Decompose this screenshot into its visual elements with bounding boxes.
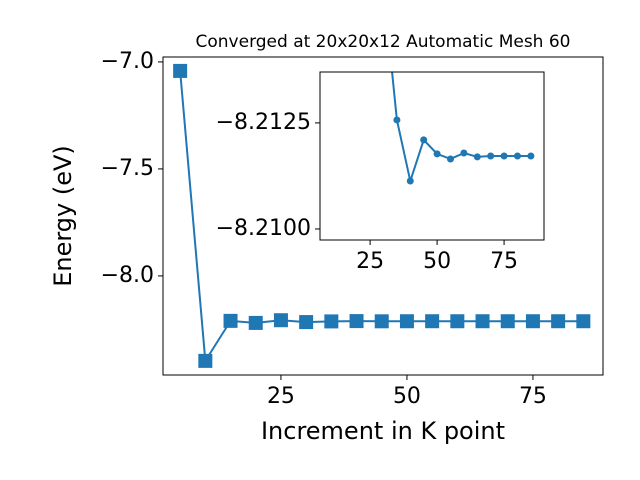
marker	[460, 149, 468, 157]
y-tick-label: −8.0	[101, 263, 154, 288]
marker	[324, 314, 339, 329]
marker	[551, 314, 566, 329]
marker	[450, 314, 465, 329]
x-tick-label: 25	[356, 249, 384, 274]
axes-frame	[162, 56, 604, 376]
x-tick-label: 50	[393, 384, 421, 409]
marker	[500, 152, 508, 160]
x-axis-label: Increment in K point	[261, 417, 505, 445]
y-tick-label: −8.2125	[216, 110, 311, 135]
marker	[527, 152, 535, 160]
y-tick-label: −7.5	[101, 156, 154, 181]
marker	[374, 314, 389, 329]
marker	[475, 314, 490, 329]
x-tick-label: 75	[490, 249, 518, 274]
marker	[513, 152, 521, 160]
marker	[299, 315, 314, 330]
marker	[393, 116, 401, 124]
marker	[248, 315, 263, 330]
y-axis-label: Energy (eV)	[49, 145, 77, 287]
x-tick-label: 25	[267, 384, 295, 409]
marker	[500, 314, 515, 329]
marker	[273, 313, 288, 328]
marker	[399, 314, 414, 329]
plot-group	[173, 63, 591, 368]
marker	[433, 150, 441, 158]
x-tick-label: 50	[423, 249, 451, 274]
marker	[420, 136, 428, 144]
x-tick-label: 75	[519, 384, 547, 409]
marker	[576, 314, 591, 329]
marker	[406, 177, 414, 185]
axes-frame	[319, 71, 545, 241]
marker	[198, 353, 213, 368]
marker	[487, 152, 495, 160]
marker	[425, 314, 440, 329]
marker	[473, 153, 481, 161]
y-tick-label: −8.2100	[216, 216, 311, 241]
chart-title: Converged at 20x20x12 Automatic Mesh 60	[196, 32, 571, 52]
marker	[446, 155, 454, 163]
plot-group	[391, 72, 535, 185]
y-tick-label: −7.0	[101, 49, 154, 74]
marker	[173, 63, 188, 78]
marker	[525, 314, 540, 329]
marker	[349, 314, 364, 329]
marker	[223, 313, 238, 328]
